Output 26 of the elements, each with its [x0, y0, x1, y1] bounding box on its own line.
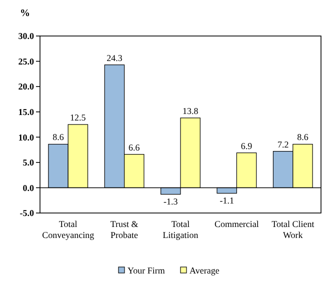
- y-tick-label: 0.0: [22, 182, 34, 193]
- data-label: -1.3: [164, 196, 178, 206]
- y-tick-label: 25.0: [18, 56, 34, 66]
- x-tick-label: Total Conveyancing: [42, 219, 95, 240]
- y-tick-label: 20.0: [18, 82, 34, 92]
- x-tick-label: Total Litigation: [162, 219, 199, 240]
- x-tick-label: Commercial: [214, 219, 260, 229]
- y-axis-title: %: [20, 8, 30, 19]
- y-tick-label: 30.0: [18, 31, 34, 42]
- y-tick-label: 15.0: [18, 107, 34, 118]
- data-label: 8.6: [52, 132, 64, 142]
- x-tick-label: Trust & Probate: [110, 219, 138, 240]
- x-tick-label: Total Client Work: [272, 219, 315, 240]
- y-tick-label: -5.0: [20, 208, 34, 218]
- data-label: 13.8: [182, 106, 199, 116]
- legend-label: Your Firm: [128, 266, 165, 276]
- data-label: -1.1: [220, 195, 234, 206]
- data-label: 24.3: [106, 52, 123, 63]
- data-label: 7.2: [277, 139, 289, 150]
- legend-label: Average: [190, 266, 220, 276]
- y-tick-label: 5.0: [22, 158, 34, 168]
- data-label: 8.6: [297, 132, 309, 142]
- data-label: 12.5: [70, 112, 86, 122]
- data-label: 6.9: [240, 140, 253, 151]
- y-tick-label: 10.0: [18, 132, 34, 142]
- data-label: 6.6: [128, 142, 140, 152]
